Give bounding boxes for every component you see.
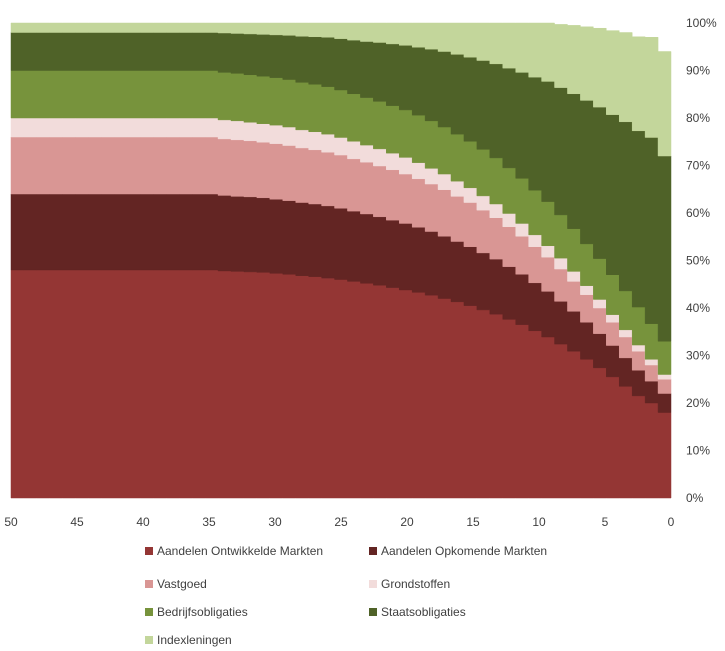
x-tick-label: 20	[400, 515, 414, 529]
y-tick-label: 60%	[686, 206, 710, 220]
y-tick-label: 10%	[686, 444, 710, 458]
x-tick-label: 45	[70, 515, 84, 529]
y-tick-label: 0%	[686, 491, 704, 505]
y-tick-label: 30%	[686, 349, 710, 363]
x-tick-label: 40	[136, 515, 150, 529]
y-tick-label: 100%	[686, 16, 717, 30]
series-area	[10, 22, 672, 157]
x-tick-label: 50	[4, 515, 18, 529]
y-tick-label: 70%	[686, 159, 710, 173]
x-tick-label: 5	[602, 515, 609, 529]
y-tick-label: 50%	[686, 254, 710, 268]
y-tick-label: 80%	[686, 111, 710, 125]
plot-area	[10, 22, 672, 499]
x-tick-label: 0	[668, 515, 675, 529]
x-tick-label: 10	[532, 515, 546, 529]
y-tick-label: 90%	[686, 64, 710, 78]
x-tick-label: 30	[268, 515, 282, 529]
x-tick-label: 25	[334, 515, 348, 529]
x-tick-label: 35	[202, 515, 216, 529]
x-axis: 50 45 40 35 30 25 20 15 10 5 0	[4, 515, 674, 529]
y-tick-label: 20%	[686, 396, 710, 410]
y-axis: 0% 10% 20% 30% 40% 50% 60% 70% 80% 90% 100%	[686, 16, 717, 505]
y-tick-label: 40%	[686, 301, 710, 315]
x-tick-label: 15	[466, 515, 480, 529]
